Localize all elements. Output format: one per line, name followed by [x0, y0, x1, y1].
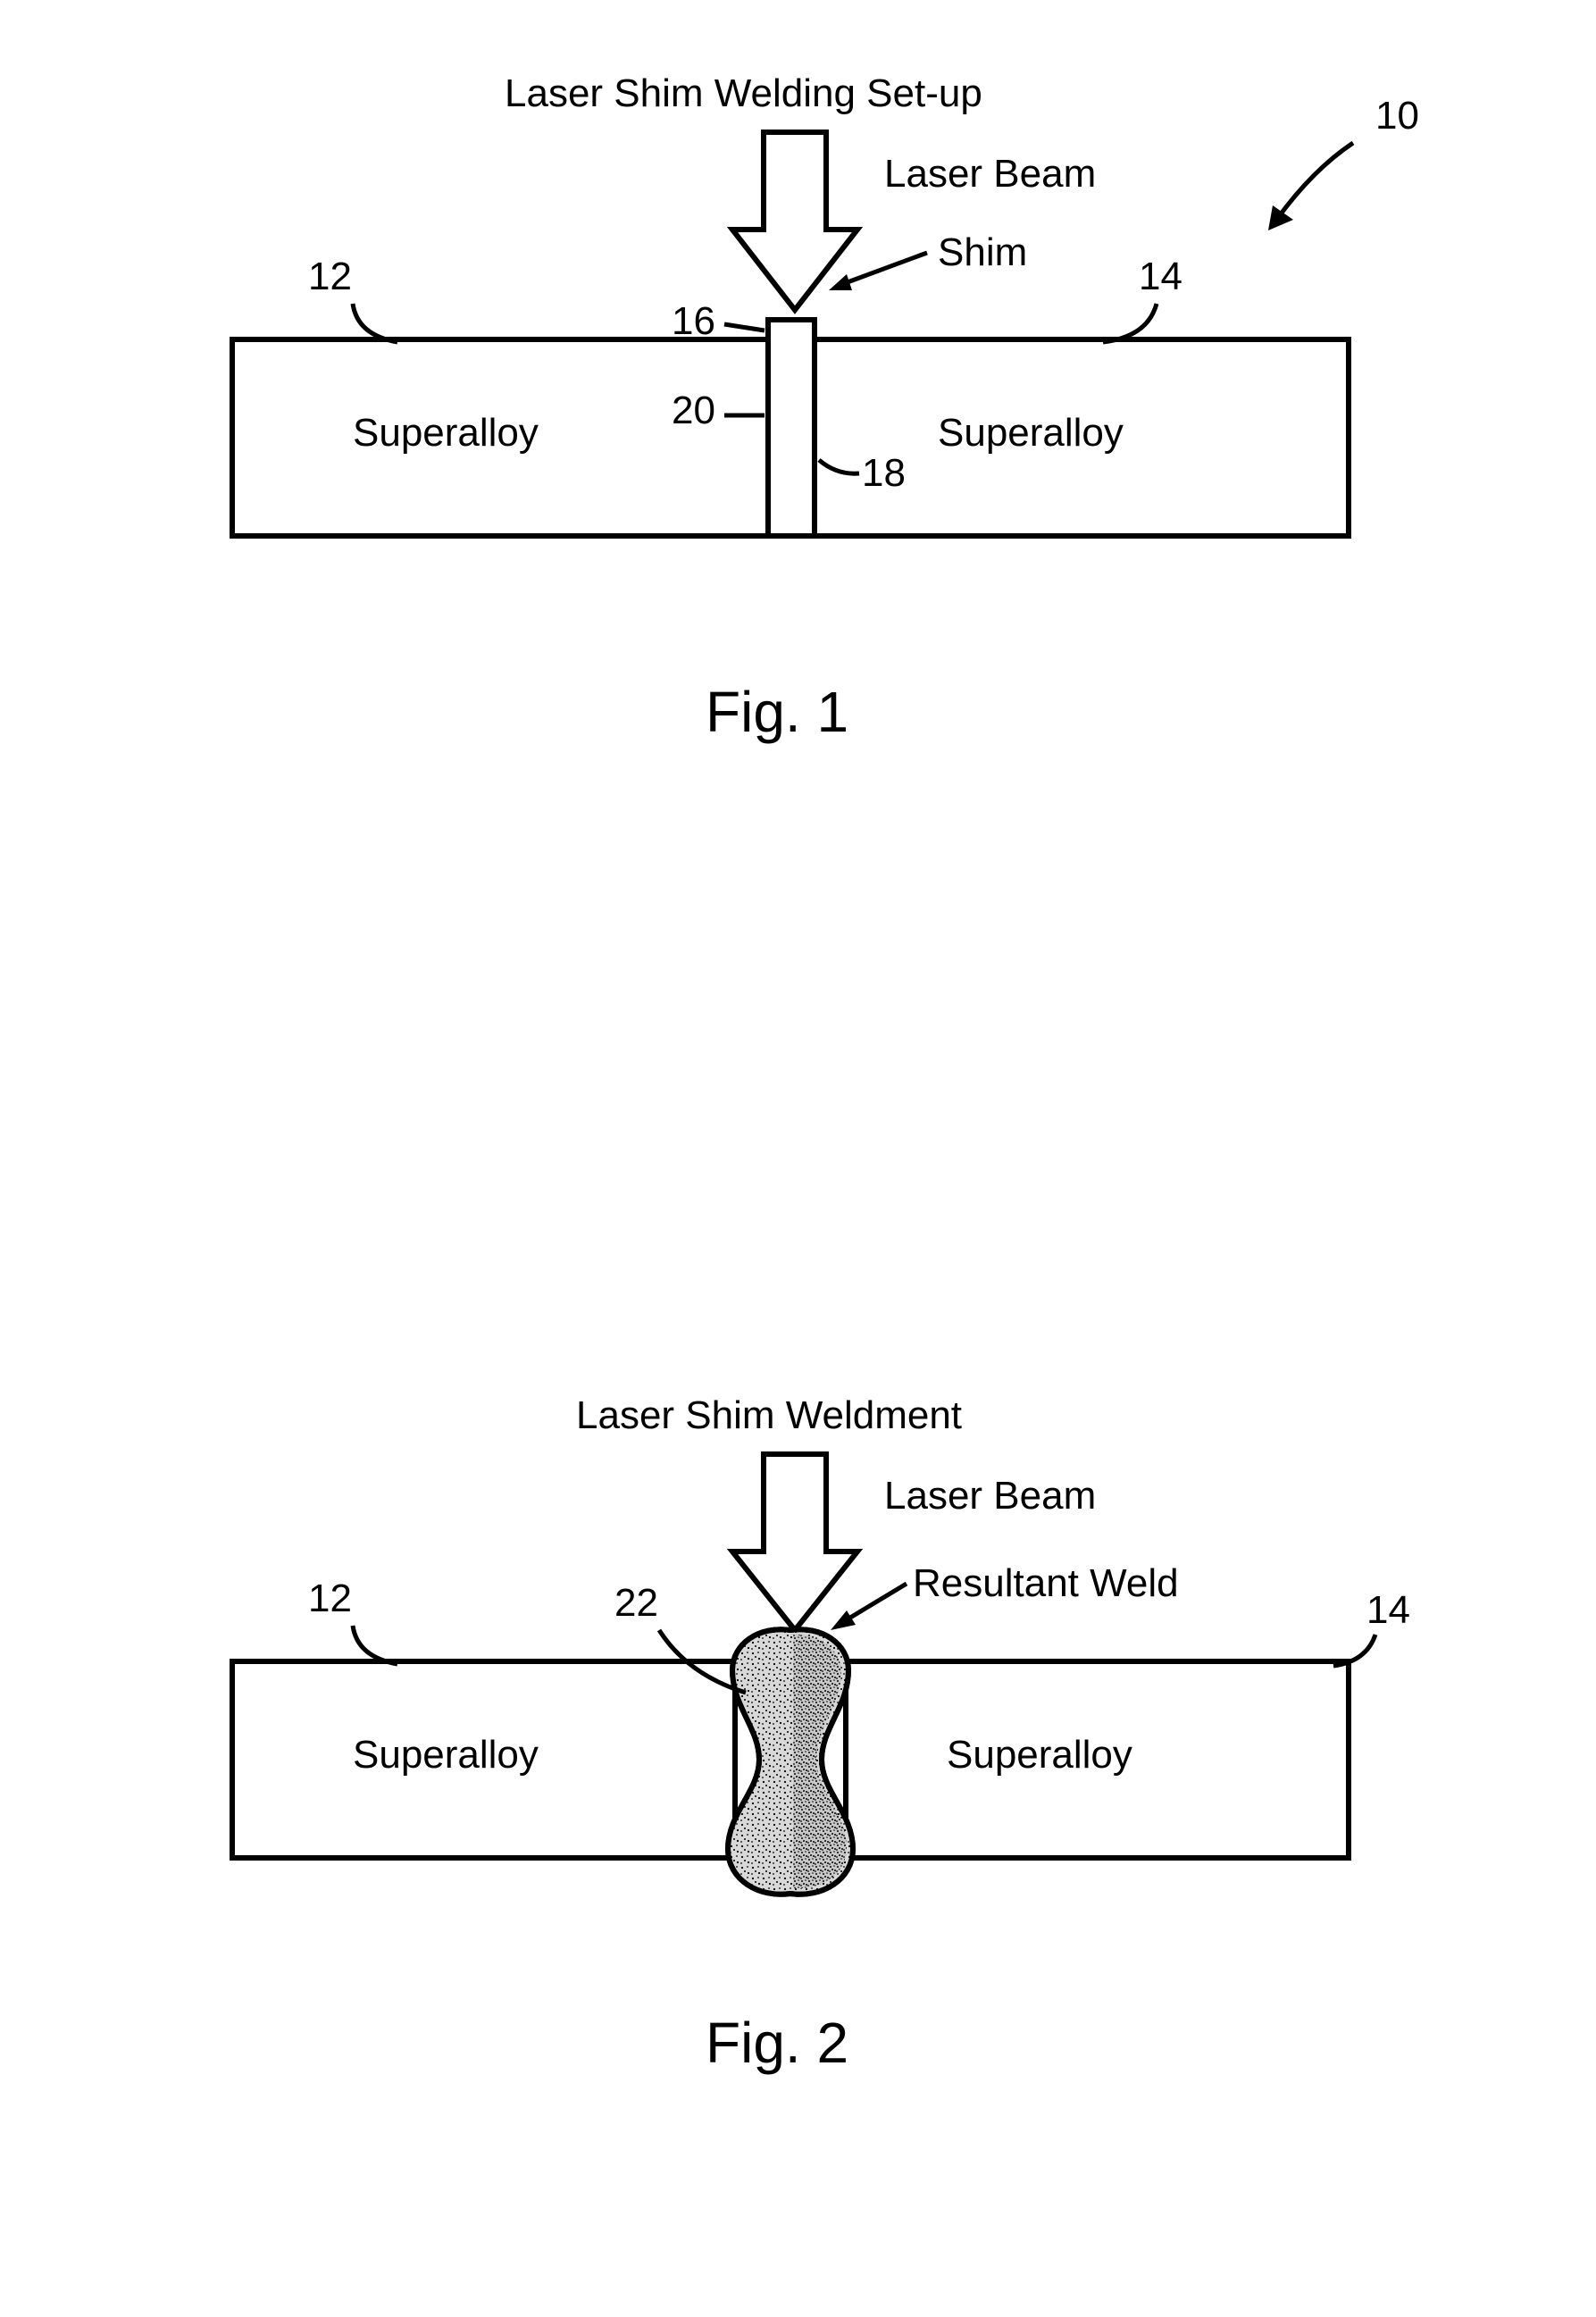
callout-14-leader	[1094, 299, 1166, 353]
callout-22-leader	[652, 1626, 759, 1706]
callout-16-leader	[720, 320, 773, 347]
callout-16: 16	[672, 299, 715, 344]
fig2-blocks	[0, 1393, 1596, 2019]
callout-10: 10	[1375, 94, 1419, 138]
callout-12-2: 12	[308, 1577, 352, 1621]
callout-20: 20	[672, 389, 715, 433]
callout-14: 14	[1139, 255, 1182, 299]
right-superalloy-label: Superalloy	[938, 411, 1124, 456]
callout-12-leader-2	[344, 1621, 415, 1675]
fig2-caption: Fig. 2	[706, 2010, 848, 2076]
left-superalloy-label: Superalloy	[353, 411, 539, 456]
fig1-caption: Fig. 1	[706, 679, 848, 745]
callout-22: 22	[614, 1581, 658, 1626]
callout-14-leader-2	[1326, 1630, 1389, 1675]
callout-10-arrow-icon	[1250, 134, 1366, 241]
right-superalloy-label-2: Superalloy	[947, 1733, 1132, 1777]
callout-12-leader	[344, 299, 415, 353]
callout-18: 18	[862, 451, 906, 496]
callout-20-leader	[720, 409, 773, 422]
callout-14-2: 14	[1366, 1588, 1410, 1633]
callout-18-leader	[815, 456, 868, 482]
callout-12: 12	[308, 255, 352, 299]
left-superalloy-label-2: Superalloy	[353, 1733, 539, 1777]
